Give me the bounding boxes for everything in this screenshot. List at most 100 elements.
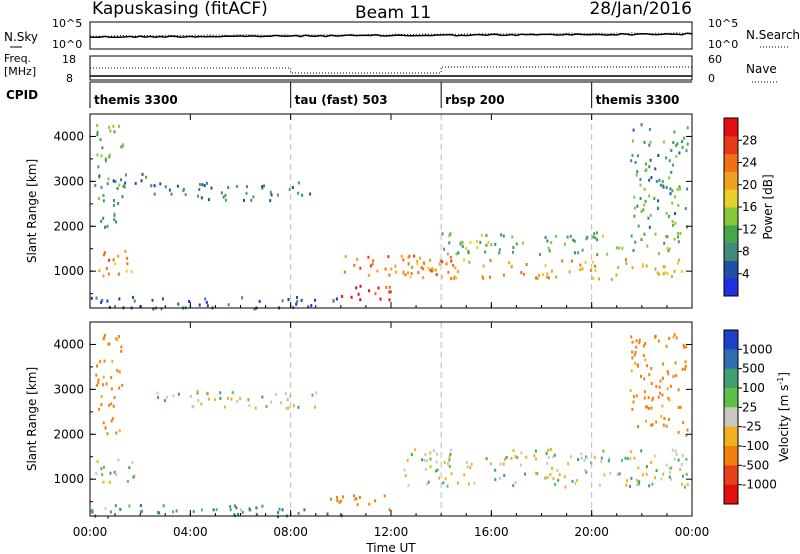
heatmap-cell (355, 286, 358, 290)
heatmap-cell (121, 195, 124, 199)
heatmap-cell (441, 260, 444, 264)
heatmap-cell (120, 145, 123, 149)
heatmap-cell (100, 154, 103, 158)
heatmap-cell (551, 466, 553, 470)
heatmap-cell (108, 305, 111, 309)
heatmap-cell (371, 262, 374, 266)
heatmap-cell (203, 184, 206, 188)
heatmap-cell (684, 364, 687, 368)
heatmap-cell (435, 469, 437, 473)
heatmap-cell (197, 194, 199, 198)
heatmap-cell (245, 185, 248, 189)
heatmap-cell (446, 252, 449, 256)
velocity-colorbar-tick-label: -25 (742, 420, 762, 434)
heatmap-cell (109, 129, 112, 133)
heatmap-cell (402, 258, 405, 262)
heatmap-cell (675, 374, 678, 378)
heatmap-cell (164, 185, 167, 189)
heatmap-cell (96, 123, 99, 127)
heatmap-cell (657, 395, 660, 399)
heatmap-cell (548, 276, 550, 280)
heatmap-cell (95, 472, 98, 475)
heatmap-cell (222, 195, 225, 199)
freq-label-2: [MHz] (4, 65, 36, 78)
heatmap-cell (570, 259, 573, 263)
heatmap-cell (233, 504, 236, 508)
heatmap-cell (489, 259, 492, 262)
heatmap-cell (388, 298, 391, 302)
panel-background (90, 322, 692, 516)
heatmap-cell (675, 453, 678, 456)
heatmap-cell (505, 456, 508, 459)
heatmap-cell (100, 185, 103, 189)
heatmap-cell (665, 156, 668, 160)
heatmap-cell (196, 391, 199, 395)
heatmap-cell (504, 457, 506, 461)
heatmap-cell (608, 457, 611, 461)
heatmap-cell (600, 456, 603, 460)
heatmap-cell (248, 404, 251, 408)
heatmap-cell (573, 239, 576, 243)
heatmap-cell (671, 220, 674, 223)
power-colorbar-swatch (724, 135, 738, 155)
heatmap-cell (402, 271, 405, 275)
heatmap-cell (675, 154, 678, 158)
heatmap-cell (671, 189, 674, 193)
nave-series-line (90, 66, 692, 74)
heatmap-cell (591, 260, 594, 264)
heatmap-cell (297, 191, 300, 195)
heatmap-cell (261, 186, 264, 190)
heatmap-cell (459, 242, 462, 246)
heatmap-cell (653, 197, 656, 200)
heatmap-cell (669, 384, 672, 388)
heatmap-cell (494, 243, 497, 246)
heatmap-cell (648, 225, 651, 229)
heatmap-cell (389, 290, 392, 294)
heatmap-cell (102, 375, 105, 379)
heatmap-cell (106, 432, 109, 436)
heatmap-cell (592, 235, 595, 239)
velocity-colorbar: 1000 500 100 25 -25 -100 -500 -1000 Velocity [m … (723, 329, 791, 505)
heatmap-cell (514, 481, 517, 484)
heatmap-cell (668, 336, 671, 340)
heatmap-cell (672, 163, 675, 167)
heatmap-cell (241, 296, 244, 300)
heatmap-cell (353, 494, 356, 498)
heatmap-cell (335, 495, 338, 499)
velocity-colorbar-swatch (724, 426, 738, 447)
heatmap-cell (521, 241, 524, 245)
velocity-colorbar-tick-label: -500 (742, 458, 769, 472)
heatmap-cell (648, 127, 651, 131)
heatmap-cell (631, 153, 634, 157)
heatmap-cell (662, 362, 665, 366)
heatmap-cell (570, 455, 572, 459)
heatmap-cell (108, 153, 111, 157)
heatmap-cell (112, 124, 115, 128)
velocity-colorbar-tick-label: 1000 (742, 342, 773, 356)
heatmap-cell (450, 448, 453, 452)
heatmap-cell (594, 269, 597, 272)
heatmap-cell (535, 457, 537, 461)
heatmap-cell (681, 367, 684, 371)
heatmap-cell (650, 423, 653, 427)
heatmap-cell (107, 342, 110, 346)
heatmap-cell (639, 177, 642, 181)
heatmap-cell (436, 468, 439, 472)
heatmap-cell (100, 300, 103, 304)
heatmap-cell (235, 506, 238, 510)
heatmap-cell (654, 476, 656, 480)
heatmap-cell (426, 482, 429, 486)
heatmap-cell (98, 174, 101, 178)
heatmap-cell (429, 258, 431, 262)
heatmap-cell (635, 339, 638, 343)
heatmap-cell (683, 136, 686, 140)
heatmap-cell (630, 335, 633, 339)
heatmap-cell (97, 378, 100, 382)
heatmap-cell (446, 484, 449, 488)
heatmap-cell (367, 255, 370, 259)
nsky-tick-top: 10^5 (52, 17, 82, 30)
heatmap-cell (545, 452, 548, 456)
heatmap-cell (117, 272, 120, 276)
heatmap-cell (665, 424, 668, 428)
heatmap-cell (625, 479, 628, 483)
